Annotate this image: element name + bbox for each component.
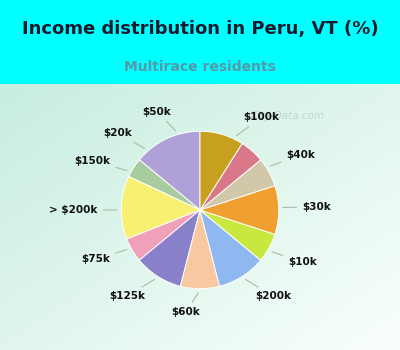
- Wedge shape: [200, 210, 275, 260]
- Wedge shape: [121, 176, 200, 239]
- Wedge shape: [200, 144, 261, 210]
- Text: > $200k: > $200k: [49, 205, 117, 215]
- Wedge shape: [129, 160, 200, 210]
- Wedge shape: [200, 160, 275, 210]
- Text: $100k: $100k: [236, 112, 280, 136]
- Wedge shape: [200, 186, 279, 234]
- Text: $200k: $200k: [245, 279, 291, 301]
- Text: $125k: $125k: [109, 279, 155, 301]
- Wedge shape: [139, 210, 200, 286]
- Text: $40k: $40k: [270, 150, 315, 166]
- Wedge shape: [127, 210, 200, 260]
- Text: Multirace residents: Multirace residents: [124, 60, 276, 74]
- Text: $150k: $150k: [74, 156, 127, 170]
- Text: $75k: $75k: [82, 250, 127, 264]
- Text: Income distribution in Peru, VT (%): Income distribution in Peru, VT (%): [22, 20, 378, 38]
- Text: $30k: $30k: [283, 202, 331, 212]
- Text: $20k: $20k: [104, 128, 144, 148]
- Wedge shape: [200, 131, 242, 210]
- Text: $50k: $50k: [143, 107, 176, 131]
- Wedge shape: [200, 210, 261, 286]
- Text: $10k: $10k: [272, 252, 317, 267]
- Wedge shape: [139, 131, 200, 210]
- Text: $60k: $60k: [171, 293, 200, 317]
- Wedge shape: [180, 210, 220, 289]
- Text: City-Data.com: City-Data.com: [251, 111, 325, 121]
